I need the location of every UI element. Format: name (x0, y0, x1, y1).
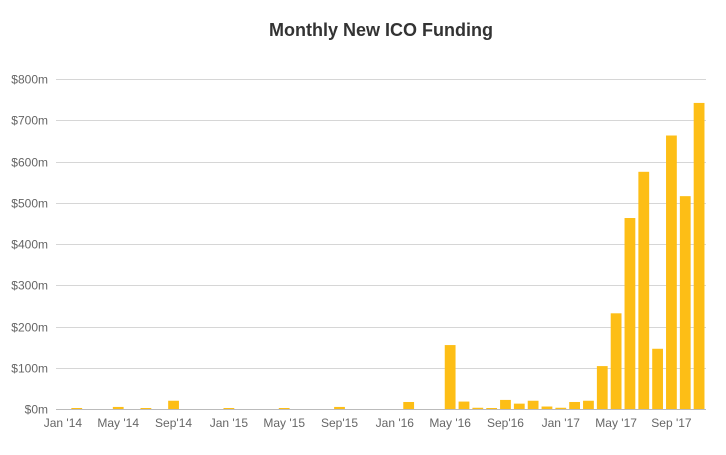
x-tick-label: May '16 (429, 416, 471, 430)
bar: Sep 2017: $663m (666, 135, 677, 409)
bar: Aug 2017: $146m (652, 348, 663, 409)
x-tick-label: Sep'14 (155, 416, 192, 430)
bar: Oct 2016: $13m (513, 403, 525, 409)
x-tick-label: Sep '17 (651, 416, 692, 430)
bars: Jan 2014: $0mFeb 2014: $1mMar 2014: $0mA… (71, 102, 705, 410)
y-tick-label: $200m (11, 321, 48, 335)
bar: Feb 2014: $1m (71, 408, 83, 409)
x-axis-ticks: Jan '14 May '14 Sep'14 Jan '15 May '15 Sep'15… (44, 416, 692, 430)
bar: Dec 2016: $6m (541, 406, 553, 409)
y-tick-label: $800m (11, 73, 48, 87)
x-tick-label: Sep'15 (321, 416, 358, 430)
bar: May 2014: $5m (112, 406, 124, 409)
bar: Jan 2015: $1m (223, 408, 235, 409)
x-tick-label: Jan '17 (542, 416, 581, 430)
x-tick-label: Jan '15 (210, 416, 249, 430)
y-tick-label: $0m (25, 403, 48, 417)
x-tick-label: May '14 (97, 416, 139, 430)
x-tick-label: Jan '16 (376, 416, 415, 430)
y-tick-label: $400m (11, 238, 48, 252)
bar: Nov 2016: $20m (527, 400, 539, 409)
bar: Jul 2017: $575m (638, 171, 650, 409)
y-tick-label: $300m (11, 279, 48, 293)
bar: Jun 2016: $18m (458, 401, 470, 409)
y-tick-label: $600m (11, 156, 48, 170)
bar: May 2015: $1m (278, 408, 290, 409)
x-tick-label: Jan '14 (44, 416, 83, 430)
bar: Sep 2014: $20m (168, 400, 179, 409)
bar: Mar 2017: $20m (583, 400, 594, 409)
y-tick-label: $500m (11, 197, 48, 211)
y-tick-label: $700m (11, 114, 48, 128)
bar: Sep 2016: $22m (500, 399, 511, 409)
x-tick-label: May '17 (595, 416, 637, 430)
bar: Aug 2016: $2m (486, 408, 498, 409)
bar: Oct 2017: $516m (679, 196, 691, 409)
bar: May 2016: $155m (444, 345, 456, 409)
bar: Nov 2017: $742m (693, 102, 705, 410)
y-tick-label: $100m (11, 362, 48, 376)
bar: May 2017: $232m (610, 313, 622, 409)
bar: Jul 2014: $1m (140, 408, 152, 409)
bar: Apr 2017: $104m (596, 366, 608, 409)
bar: Jan 2017: $3m (555, 407, 567, 409)
chart-title: Monthly New ICO Funding (269, 20, 493, 40)
x-tick-label: Sep'16 (487, 416, 524, 430)
gridlines (56, 79, 706, 410)
x-tick-label: May '15 (263, 416, 305, 430)
bar: Jun 2017: $463m (624, 218, 636, 409)
bar: Feb 2016: $17m (403, 401, 415, 409)
bar: Jul 2016: $3m (472, 407, 484, 409)
bar: Feb 2017: $17m (569, 401, 581, 409)
bar: Sep 2015: $5m (334, 406, 345, 409)
y-axis-ticks: $0m $100m $200m $300m $400m $500m $600m $700m $8… (11, 73, 48, 417)
